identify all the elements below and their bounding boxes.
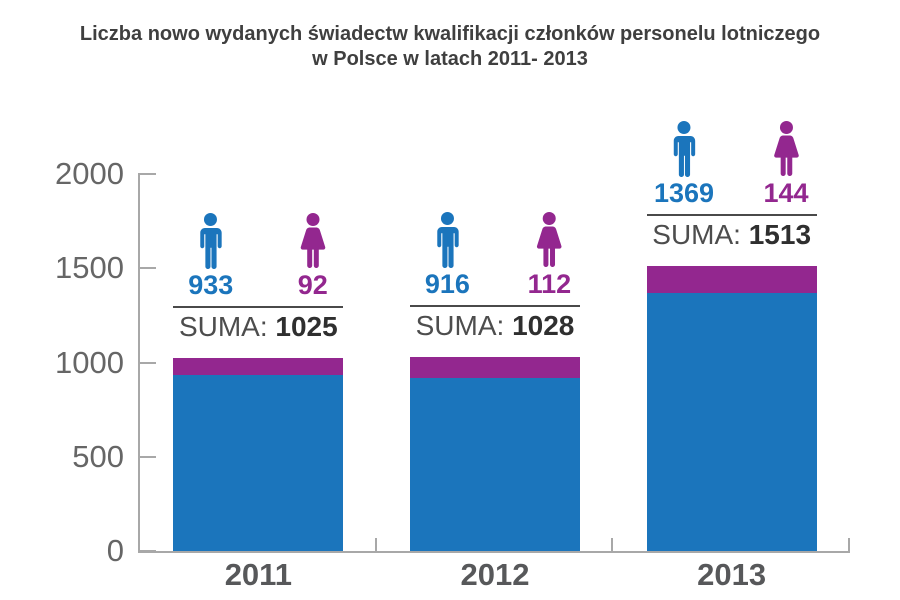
female-count: 92 [297, 269, 328, 300]
chart-title-line1: Liczba nowo wydanych świadectw kwalifika… [79, 23, 821, 45]
x-tick [848, 538, 850, 551]
suma-divider [173, 305, 344, 308]
male-column: 933 [188, 212, 234, 300]
suma-text: SUMA: 1025 [173, 311, 343, 343]
female-icon [296, 212, 330, 269]
bar-female-2012 [410, 357, 580, 379]
bar-female-2013 [646, 265, 817, 293]
bar-annotation-2013: 1369 144 SUMA: 1513 [646, 120, 817, 251]
bar-annotation-2011: 933 92 SUMA: 1025 [173, 212, 344, 343]
y-tick [140, 173, 156, 175]
y-tick-label: 1000 [55, 344, 124, 380]
y-tick-label: 1500 [55, 250, 124, 286]
male-count: 916 [424, 269, 470, 300]
chart-title-line2: w Polsce w latach 2011- 2013 [312, 48, 588, 70]
suma-divider [646, 213, 817, 216]
suma-value: 1513 [748, 218, 812, 250]
suma-value: 1025 [275, 310, 338, 342]
y-tick-label: 0 [106, 533, 124, 568]
x-tick [374, 538, 377, 551]
y-tick-label: 2000 [55, 156, 124, 191]
female-column: 92 [296, 212, 330, 300]
suma-value: 1028 [512, 310, 575, 342]
bar-male-2012 [410, 378, 580, 551]
group-pictograms: 933 92 [173, 212, 343, 303]
suma-text: SUMA: 1028 [410, 310, 580, 342]
y-tick-label: 500 [72, 438, 124, 474]
y-tick [140, 267, 156, 270]
y-tick [140, 455, 156, 458]
bar-male-2013 [646, 292, 817, 551]
x-category-label: 2013 [697, 557, 767, 592]
male-icon [188, 212, 233, 269]
male-icon [425, 212, 470, 269]
female-icon [764, 120, 809, 177]
male-count: 933 [188, 269, 234, 300]
y-tick [140, 361, 156, 364]
female-icon [528, 212, 572, 268]
chart-title: Liczba nowo wydanych świadectw kwalifika… [0, 22, 900, 72]
bar-male-2011 [173, 375, 344, 551]
x-tick [611, 538, 614, 551]
group-pictograms: 1369 144 [647, 120, 817, 211]
suma-label: SUMA: [415, 310, 505, 342]
x-category-label: 2012 [460, 557, 530, 592]
suma-label: SUMA: [178, 310, 268, 342]
bar-female-2011 [173, 357, 344, 376]
female-column: 112 [527, 212, 572, 300]
group-pictograms: 916 112 [410, 212, 580, 302]
suma-divider [410, 305, 580, 308]
female-count: 144 [763, 177, 809, 208]
bar-annotation-2012: 916 112 SUMA: 1028 [410, 212, 580, 342]
suma-text: SUMA: 1513 [647, 219, 817, 251]
female-count: 112 [527, 269, 572, 300]
male-icon [654, 120, 714, 177]
male-column: 1369 [654, 120, 715, 208]
male-count: 1369 [654, 177, 715, 208]
y-tick [140, 550, 156, 552]
female-column: 144 [763, 120, 809, 208]
suma-label: SUMA: [652, 218, 741, 250]
y-axis [138, 173, 140, 553]
male-column: 916 [425, 212, 470, 299]
x-category-label: 2011 [224, 557, 292, 592]
x-axis [138, 551, 850, 553]
